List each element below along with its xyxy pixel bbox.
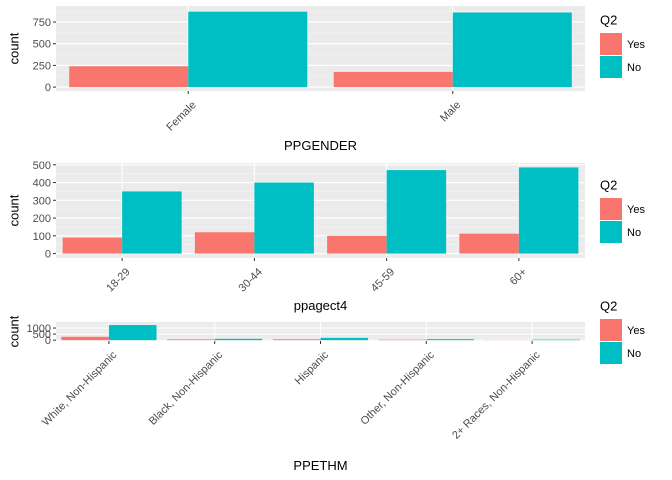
chart-panel-1: 0 250 500 750 Female Male PPGENDER count Q2 Yes No bbox=[7, 6, 645, 153]
y-tick-label: 200 bbox=[33, 213, 51, 225]
y-tick-label: 500 bbox=[33, 39, 51, 51]
bar-no-2 bbox=[452, 12, 572, 88]
x-tick-label: 2+ Races, Non-Hispanic bbox=[450, 349, 543, 442]
y-tick-label: 1000 bbox=[27, 323, 51, 335]
legend-label-yes: Yes bbox=[627, 39, 645, 51]
legend-label-no: No bbox=[627, 227, 641, 239]
x-tick-label: Female bbox=[164, 99, 198, 133]
x-tick-label: White, Non-Hispanic bbox=[40, 349, 120, 429]
bar-no-1 bbox=[108, 325, 157, 341]
bar-no-3 bbox=[386, 170, 447, 254]
bar-no-1 bbox=[122, 191, 182, 254]
chart-panel-2: 0 100 200 300 400 500 18-29 30-44 45-59 60+ ppagec… bbox=[7, 160, 646, 313]
x-axis-title: PPETHM bbox=[293, 458, 347, 473]
bar-yes-4 bbox=[459, 233, 519, 254]
bar-no-2 bbox=[214, 338, 263, 341]
bar-no-4 bbox=[518, 167, 579, 254]
y-tick-label: 400 bbox=[33, 178, 51, 190]
bar-yes-3 bbox=[272, 339, 321, 341]
bar-no-4 bbox=[426, 339, 474, 341]
legend: Q2 Yes No bbox=[600, 299, 645, 364]
legend: Q2 Yes No bbox=[600, 178, 645, 243]
y-axis-title: count bbox=[7, 194, 22, 226]
y-tick-label: 0 bbox=[45, 249, 51, 261]
legend-key-yes bbox=[600, 319, 622, 341]
bar-yes-1 bbox=[69, 66, 189, 88]
legend-title: Q2 bbox=[600, 13, 617, 28]
x-tick-label: 30-44 bbox=[237, 266, 265, 294]
y-tick-label: 500 bbox=[33, 160, 51, 172]
y-tick-label: 250 bbox=[33, 60, 51, 72]
legend-label-yes: Yes bbox=[627, 325, 645, 337]
legend-label-no: No bbox=[627, 62, 641, 74]
y-tick-label: 750 bbox=[33, 17, 51, 29]
x-tick-label: Other, Non-Hispanic bbox=[358, 349, 437, 428]
legend-key-no bbox=[600, 221, 622, 243]
bar-yes-2 bbox=[333, 71, 453, 88]
y-tick-label: 100 bbox=[33, 231, 51, 243]
legend-key-no bbox=[600, 56, 622, 78]
y-axis-title: count bbox=[7, 315, 22, 347]
x-axis-title: ppagect4 bbox=[294, 298, 348, 313]
bar-yes-2 bbox=[167, 339, 215, 341]
x-tick-label: 45-59 bbox=[369, 266, 397, 294]
x-tick-label: 18-29 bbox=[104, 266, 132, 294]
legend-label-yes: Yes bbox=[627, 204, 645, 216]
bar-yes-2 bbox=[194, 232, 255, 254]
legend-title: Q2 bbox=[600, 178, 617, 193]
legend-title: Q2 bbox=[600, 299, 617, 314]
y-tick-label: 300 bbox=[33, 195, 51, 207]
bar-no-3 bbox=[320, 337, 369, 341]
y-tick-label: 0 bbox=[45, 82, 51, 94]
y-axis-title: count bbox=[7, 32, 22, 64]
x-tick-label: Male bbox=[438, 99, 463, 124]
bar-no-2 bbox=[254, 182, 314, 254]
y-tick-label: 500 bbox=[33, 329, 51, 341]
legend-key-yes bbox=[600, 33, 622, 55]
legend-key-no bbox=[600, 342, 622, 364]
bar-yes-3 bbox=[327, 235, 387, 254]
legend-label-no: No bbox=[627, 348, 641, 360]
bar-no-1 bbox=[188, 11, 308, 88]
x-tick-label: Black, Non-Hispanic bbox=[147, 349, 226, 428]
bar-yes-1 bbox=[61, 336, 109, 341]
legend: Q2 Yes No bbox=[600, 13, 645, 78]
legend-key-yes bbox=[600, 198, 622, 220]
x-axis-title: PPGENDER bbox=[284, 138, 357, 153]
x-tick-label: 60+ bbox=[508, 266, 530, 288]
y-tick-label: 0 bbox=[45, 335, 51, 347]
bar-yes-1 bbox=[62, 237, 123, 254]
x-tick-label: Hispanic bbox=[293, 349, 332, 388]
